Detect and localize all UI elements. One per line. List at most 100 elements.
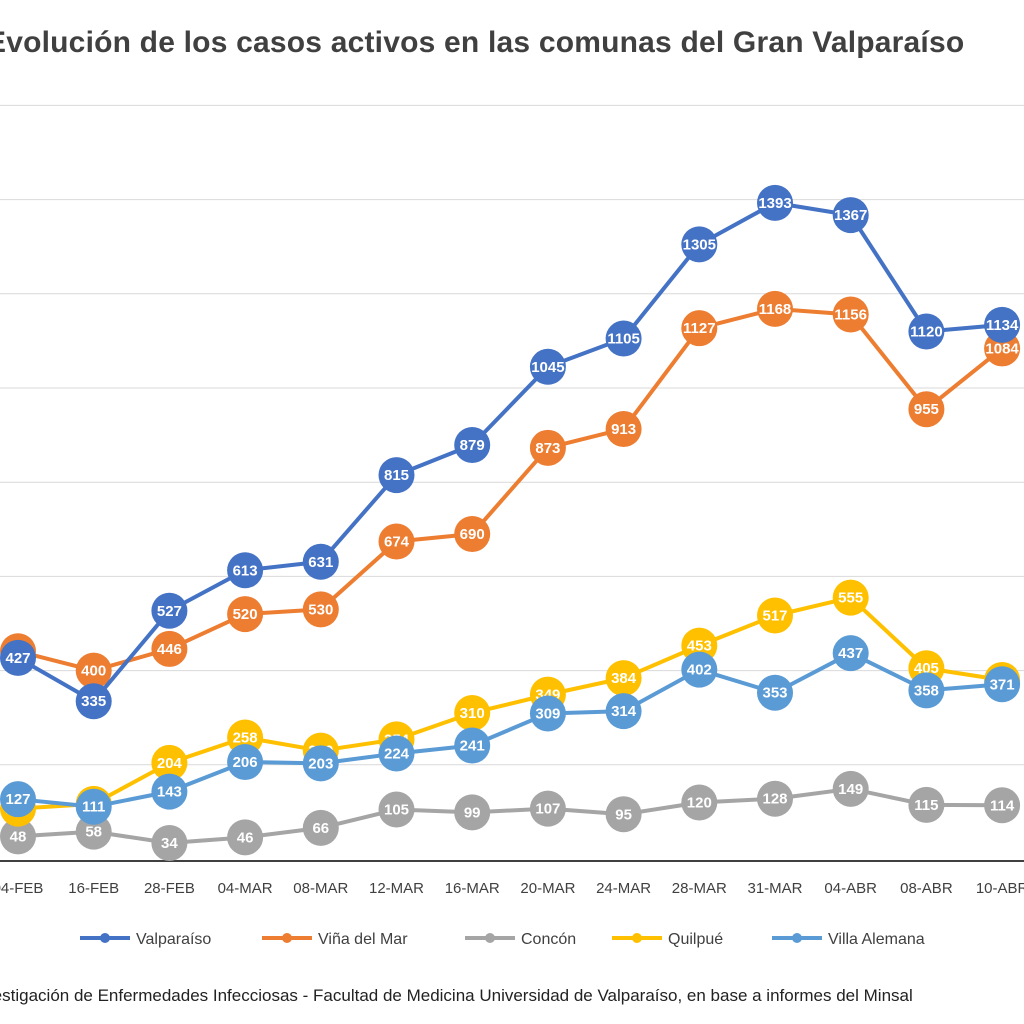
data-label: 58 xyxy=(85,824,102,841)
data-point xyxy=(529,695,566,732)
x-tick-label: 31-MAR xyxy=(747,880,802,897)
data-label: 143 xyxy=(157,784,182,801)
data-point xyxy=(151,744,188,781)
data-label: 1084 xyxy=(985,340,1019,357)
data-label: 1105 xyxy=(607,331,640,348)
legend-swatch-marker xyxy=(282,933,292,943)
data-point xyxy=(605,320,642,357)
data-point xyxy=(984,666,1021,703)
legend-label: Villa Alemana xyxy=(828,931,925,948)
data-point xyxy=(227,743,264,780)
x-tick-label: 16-FEB xyxy=(68,880,119,897)
data-label: 224 xyxy=(384,745,410,762)
data-label: 1367 xyxy=(834,207,867,224)
data-point xyxy=(908,313,945,350)
data-label: 105 xyxy=(384,802,409,819)
x-tick-label: 08-ABR xyxy=(900,880,953,897)
data-point xyxy=(908,391,945,428)
data-point xyxy=(832,770,869,807)
data-label: 1134 xyxy=(986,317,1019,334)
data-point xyxy=(605,660,642,697)
data-label: 873 xyxy=(535,440,560,457)
data-point xyxy=(605,693,642,730)
data-label: 204 xyxy=(157,755,183,772)
data-point xyxy=(529,348,566,385)
data-label: 203 xyxy=(308,755,333,772)
data-label: 206 xyxy=(233,754,258,771)
data-label: 1120 xyxy=(910,323,943,340)
data-point xyxy=(757,674,793,711)
data-label: 405 xyxy=(914,660,939,677)
data-point xyxy=(454,727,491,764)
data-label: 353 xyxy=(762,685,787,702)
data-label: 1127 xyxy=(683,320,716,337)
data-point xyxy=(908,786,945,823)
legend-label: Viña del Mar xyxy=(318,931,408,948)
data-label: 115 xyxy=(914,797,938,814)
data-label: 446 xyxy=(157,641,182,658)
x-tick-label: 08-MAR xyxy=(293,880,348,897)
data-point xyxy=(378,735,415,772)
data-label: 400 xyxy=(81,663,106,680)
data-point xyxy=(378,457,415,494)
data-label: 107 xyxy=(535,801,560,818)
data-label: 520 xyxy=(233,606,258,623)
data-label: 1393 xyxy=(758,195,791,212)
data-point xyxy=(757,597,793,634)
data-label: 310 xyxy=(460,705,485,722)
data-label: 95 xyxy=(615,806,632,823)
x-tick-label: 12-MAR xyxy=(369,880,424,897)
data-label: 120 xyxy=(687,794,712,811)
data-label: 111 xyxy=(82,799,105,816)
data-point xyxy=(75,788,112,825)
data-point xyxy=(605,410,642,447)
data-label: 955 xyxy=(914,401,939,418)
data-point xyxy=(0,781,36,818)
data-point xyxy=(681,310,718,347)
data-point xyxy=(757,184,793,221)
legend-label: Valparaíso xyxy=(136,931,211,948)
data-label: 530 xyxy=(308,601,333,618)
legend-label: Quilpué xyxy=(668,931,723,948)
data-point xyxy=(832,296,869,333)
data-point xyxy=(75,652,112,689)
data-point xyxy=(832,579,869,616)
x-tick-label: 16-MAR xyxy=(445,880,500,897)
data-label: 437 xyxy=(838,645,863,662)
data-label: 402 xyxy=(687,662,712,679)
data-point xyxy=(454,426,491,463)
data-label: 335 xyxy=(81,693,106,710)
legend-label: Concón xyxy=(521,931,576,948)
legend-swatch-marker xyxy=(485,933,495,943)
data-label: 384 xyxy=(611,670,637,687)
data-point xyxy=(454,794,491,831)
data-point xyxy=(227,552,264,589)
data-label: 128 xyxy=(762,791,787,808)
data-point xyxy=(454,694,491,731)
data-label: 258 xyxy=(233,729,258,746)
data-point xyxy=(75,683,112,720)
data-point xyxy=(529,429,566,466)
data-label: 517 xyxy=(762,607,787,624)
data-point xyxy=(529,790,566,827)
data-point xyxy=(302,809,339,846)
data-point xyxy=(0,818,36,855)
data-point xyxy=(302,591,339,628)
source-note: Investigación de Enfermedades Infecciosa… xyxy=(0,986,913,1005)
data-label: 631 xyxy=(308,554,333,571)
data-point xyxy=(681,784,718,821)
data-point xyxy=(302,745,339,782)
data-label: 1305 xyxy=(683,236,716,253)
data-label: 34 xyxy=(161,835,178,852)
data-point xyxy=(605,796,642,833)
x-tick-label: 20-MAR xyxy=(520,880,575,897)
data-label: 314 xyxy=(611,703,637,720)
data-point xyxy=(454,516,491,553)
data-point xyxy=(75,813,112,850)
data-point xyxy=(151,592,188,629)
data-point xyxy=(151,630,188,667)
data-label: 690 xyxy=(460,526,485,543)
legend-swatch-marker xyxy=(632,933,642,943)
data-point xyxy=(0,639,36,676)
